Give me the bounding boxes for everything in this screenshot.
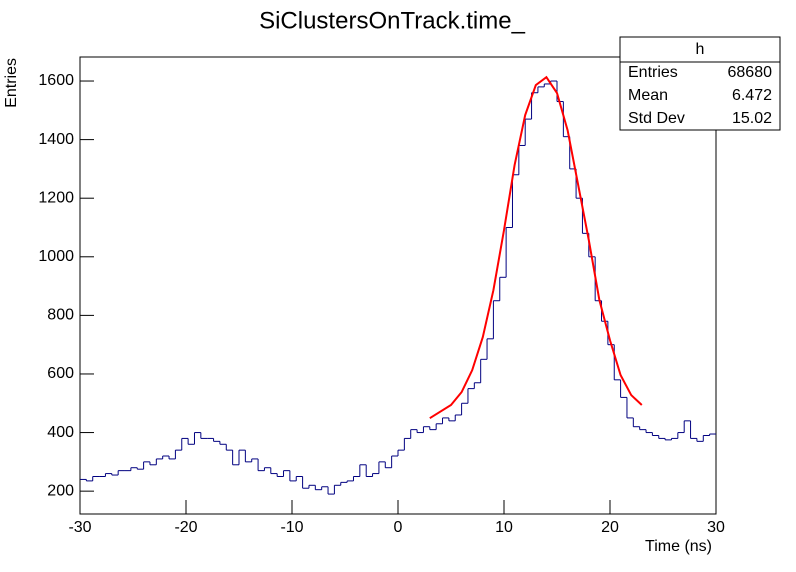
y-tick-label: 1400 [38,131,74,148]
stats-box [619,36,781,131]
stats-value: 68680 [728,64,773,81]
x-tick-label: 0 [394,519,403,536]
stats-value: 15.02 [732,110,772,127]
y-tick-label: 200 [47,482,74,499]
y-tick-label: 1600 [38,72,74,89]
stats-label: Mean [628,87,668,104]
y-axis-label: Entries [3,58,20,108]
x-tick-label: 10 [495,519,513,536]
x-tick-label: -30 [68,519,91,536]
y-tick-label: 400 [47,424,74,441]
x-tick-label: -10 [280,519,303,536]
x-tick-label: 20 [601,519,619,536]
y-tick-label: 1200 [38,189,74,206]
fit-curve [429,75,643,420]
stats-title: h [696,41,705,58]
y-tick-label: 800 [47,307,74,324]
x-axis-label: Time (ns) [645,538,712,555]
x-tick-label: -20 [174,519,197,536]
x-tick-label: 30 [707,519,725,536]
stats-label: Entries [628,64,678,81]
y-tick-label: 1000 [38,248,74,265]
stats-value: 6.472 [732,87,772,104]
stats-label: Std Dev [628,110,685,127]
y-tick-label: 600 [47,365,74,382]
chart-title: SiClustersOnTrack.time_ [259,7,525,34]
